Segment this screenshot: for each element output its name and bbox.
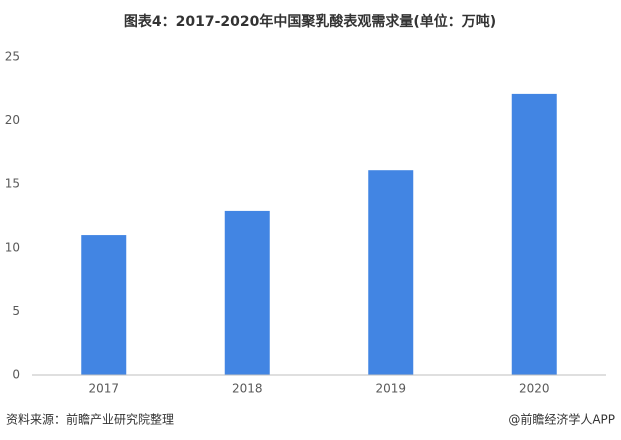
y-tick-label: 5	[12, 304, 20, 318]
x-tick-label: 2017	[88, 382, 119, 396]
y-tick-label: 0	[12, 368, 20, 382]
bar	[81, 235, 127, 375]
y-tick-label: 10	[5, 240, 20, 254]
bar	[511, 93, 557, 375]
y-tick-label: 20	[5, 113, 20, 127]
y-tick-label: 15	[5, 177, 20, 191]
credit-note: @前瞻经济学人APP	[508, 412, 615, 427]
x-tick-label: 2019	[375, 382, 406, 396]
x-tick-label: 2020	[519, 382, 550, 396]
x-tick-label: 2018	[232, 382, 263, 396]
bar	[368, 170, 414, 375]
chart-title: 图表4：2017-2020年中国聚乳酸表观需求量(单位：万吨)	[124, 13, 496, 30]
bar	[224, 210, 270, 375]
source-note: 资料来源：前瞻产业研究院整理	[6, 412, 174, 427]
y-tick-label: 25	[5, 50, 20, 64]
